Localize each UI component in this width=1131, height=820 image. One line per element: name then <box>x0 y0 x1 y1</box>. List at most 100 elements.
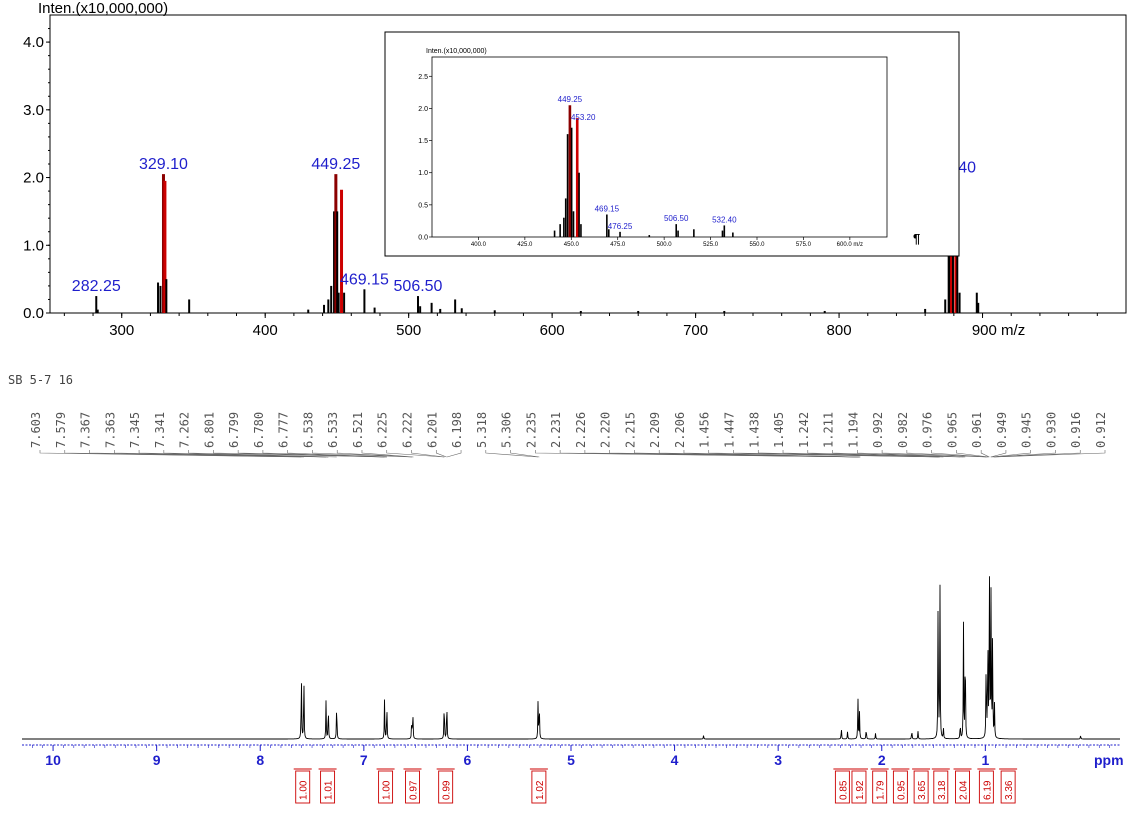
nmr-shift-label: 0.992 <box>871 412 885 448</box>
nmr-integral-box <box>438 770 454 804</box>
ms-y-tick-label: 1.0 <box>23 237 44 254</box>
nmr-shift-label: 6.201 <box>425 412 439 448</box>
nmr-spectrum-chart: SB 5-7 16 7.603 7.579 7.367 7.363 7.345 7.341… <box>8 373 1124 804</box>
inset-y-tick-label: 0.0 <box>418 235 428 242</box>
ms-peak-label: 506.50 <box>394 278 443 295</box>
ms-y-tick-label: 2.0 <box>23 170 44 187</box>
inset-x-tick-label: 550.0 <box>749 242 765 248</box>
nmr-tick-label: 5 <box>567 752 575 768</box>
nmr-shift-connector <box>336 450 413 458</box>
nmr-integral-value: 0.95 <box>896 780 907 800</box>
nmr-axis-unit: ppm <box>1094 752 1124 768</box>
nmr-shift-label: 1.211 <box>822 412 836 448</box>
nmr-integral-value: 3.65 <box>917 780 928 800</box>
inset-peaks <box>553 105 734 237</box>
nmr-shift-label: 1.405 <box>772 412 786 448</box>
nmr-shift-label: 6.521 <box>351 412 365 448</box>
ms-peak-label: 469.15 <box>340 271 389 288</box>
nmr-integral-value: 2.04 <box>959 780 970 800</box>
nmr-shift-connector <box>237 450 385 458</box>
nmr-integral-box <box>955 770 971 804</box>
nmr-shift-label: 1.438 <box>747 412 761 448</box>
nmr-shift-label: 5.306 <box>500 412 514 448</box>
nmr-shift-connector <box>807 450 961 458</box>
nmr-shift-connector <box>980 450 990 458</box>
nmr-integral-value: 1.00 <box>299 780 310 800</box>
nmr-integral-value: 1.02 <box>535 780 546 800</box>
nmr-shift-connector <box>386 450 445 458</box>
nmr-tick-label: 2 <box>878 752 886 768</box>
nmr-shift-label: 0.961 <box>970 412 984 448</box>
nmr-tick-label: 3 <box>774 752 782 768</box>
nmr-integral-box <box>851 770 867 804</box>
nmr-shift-label: 6.799 <box>227 412 241 448</box>
nmr-integral-box <box>834 770 850 804</box>
nmr-trace <box>22 576 1120 740</box>
mass-spectrum-chart: Inten.(x10,000,000) 0.0 1.0 2.0 3.0 4.0 300 40… <box>23 0 1127 339</box>
inset-peak-label: 453.20 <box>571 113 596 122</box>
inset-peak-label: 476.25 <box>608 222 633 231</box>
nmr-integral-box <box>1000 770 1016 804</box>
nmr-integral-value: 0.97 <box>409 780 420 800</box>
ms-x-tick-label: 300 <box>109 322 134 339</box>
inset-y-tick-label: 1.0 <box>418 170 428 177</box>
nmr-integral-value: 1.00 <box>382 780 393 800</box>
nmr-shift-label: 6.225 <box>376 412 390 448</box>
nmr-shift-connector <box>683 450 861 458</box>
nmr-shift-label: 1.242 <box>797 412 811 448</box>
nmr-integral-value: 3.18 <box>937 780 948 800</box>
inset-peak-label: 449.25 <box>558 95 583 104</box>
nmr-shift-label: 2.220 <box>599 412 613 448</box>
ms-peak-label: 282.25 <box>72 278 121 295</box>
nmr-shift-label: 7.579 <box>54 412 68 448</box>
ms-y-tick-label: 4.0 <box>23 34 44 51</box>
nmr-shift-connector <box>931 450 988 458</box>
nmr-shift-connector <box>163 450 329 458</box>
nmr-shift-label: 6.198 <box>450 412 464 448</box>
nmr-tick-label: 6 <box>464 752 472 768</box>
inset-peak-label: 532.40 <box>712 215 737 224</box>
nmr-shift-label: 5.318 <box>475 412 489 448</box>
nmr-shift-connector <box>990 450 1007 458</box>
nmr-shift-label: 1.447 <box>722 412 736 448</box>
nmr-integral-box <box>872 770 888 804</box>
nmr-integral-box <box>378 770 394 804</box>
nmr-shift-connector <box>435 450 447 458</box>
nmr-shift-connector <box>510 450 540 458</box>
inset-y-tick-label: 2.0 <box>418 106 428 113</box>
nmr-integral-box <box>892 770 908 804</box>
nmr-shift-connector <box>287 450 387 458</box>
inset-frame <box>384 31 960 257</box>
inset-axes: 0.0 0.5 1.0 1.5 2.0 2.5 400.0 425.0 450.0 475.0 50… <box>418 74 863 248</box>
nmr-integral-value: 1.92 <box>855 780 866 800</box>
nmr-shift-label: 0.912 <box>1094 412 1108 448</box>
nmr-tick-label: 7 <box>360 752 368 768</box>
nmr-shift-connector <box>956 450 990 458</box>
nmr-integral-box <box>295 770 311 804</box>
nmr-shift-connector <box>992 450 1056 458</box>
nmr-shift-connector <box>832 450 964 458</box>
nmr-shift-label: 0.949 <box>995 412 1009 448</box>
nmr-tick-label: 9 <box>153 752 161 768</box>
nmr-shift-connector <box>994 450 1081 458</box>
inset-peak-labels: 449.25 453.20 469.15 476.25 506.50 532.40 <box>558 95 737 231</box>
nmr-shift-label: 2.226 <box>574 412 588 448</box>
nmr-tick-label: 4 <box>671 752 679 768</box>
nmr-shift-label: 7.367 <box>79 412 93 448</box>
nmr-integrals: 1.00 1.01 1.00 0.97 0.99 1.02 0.85 1.92 1.79 0.95… <box>293 768 1018 804</box>
inset-x-tick-label: 600.0 m/z <box>837 242 863 248</box>
ms-peak-label: 449.25 <box>311 156 360 173</box>
nmr-shift-label: 0.916 <box>1069 412 1083 448</box>
nmr-shift-label: 2.206 <box>673 412 687 448</box>
ms-peak-label: 329.10 <box>139 156 188 173</box>
ms-x-tick-label: 600 <box>540 322 565 339</box>
ms-x-tick-label: 800 <box>827 322 852 339</box>
nmr-integral-box <box>320 770 336 804</box>
inset-ylabel: Inten.(x10,000,000) <box>426 48 487 55</box>
nmr-shift-connector <box>857 450 966 458</box>
nmr-shift-label: 2.235 <box>524 412 538 448</box>
nmr-shift-labels: 7.603 7.579 7.367 7.363 7.345 7.341 7.262 6.801… <box>29 412 1108 458</box>
nmr-integral-box <box>933 770 949 804</box>
nmr-integral-value: 0.85 <box>838 780 849 800</box>
inset-x-tick-label: 500.0 <box>657 242 673 248</box>
